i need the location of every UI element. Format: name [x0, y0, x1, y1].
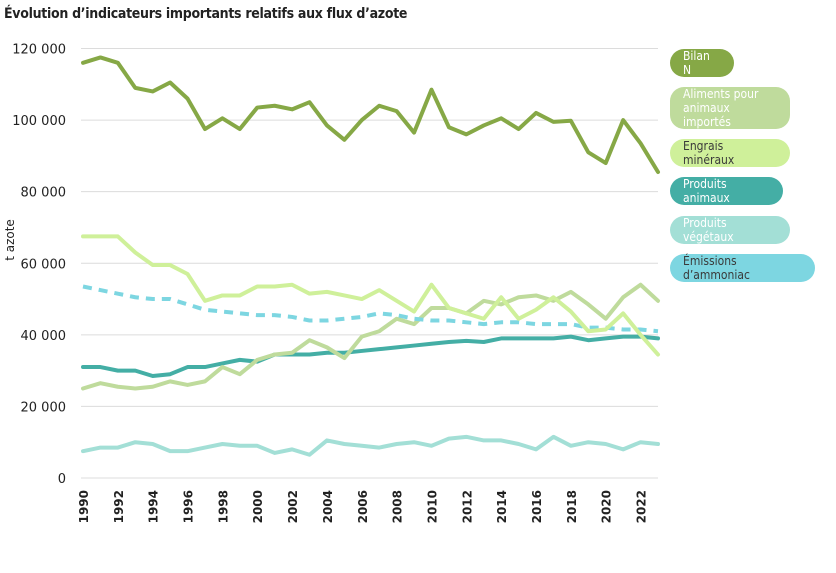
legend-item[interactable]: Produits animaux — [670, 177, 783, 205]
x-tick-label: 2016 — [530, 490, 544, 523]
series-line-4 — [81, 434, 660, 457]
x-tick-label: 1990 — [77, 490, 91, 523]
x-tick-label: 2000 — [251, 490, 265, 523]
x-tick-label: 1996 — [182, 490, 196, 523]
y-axis-label: t azote — [3, 219, 17, 261]
legend-item[interactable]: Aliments pour animaux importés — [670, 87, 790, 129]
y-tick-label: 60 000 — [21, 257, 67, 272]
x-tick-label: 2022 — [635, 490, 649, 523]
x-tick-label: 1998 — [216, 490, 230, 523]
x-tick-label: 1994 — [147, 490, 161, 523]
y-tick-label: 0 — [58, 472, 66, 487]
x-tick-label: 2002 — [286, 490, 300, 523]
x-tick-label: 1992 — [112, 490, 126, 523]
chart-title: Évolution d’indicateurs importants relat… — [4, 6, 408, 22]
y-tick-label: 100 000 — [12, 114, 66, 129]
x-tick-label: 2014 — [495, 490, 509, 523]
y-tick-label: 20 000 — [21, 400, 67, 415]
x-tick-label: 2008 — [391, 490, 405, 523]
series-line-2 — [81, 234, 660, 357]
series-line-3 — [81, 334, 660, 378]
legend-item[interactable]: Engrais minéraux — [670, 139, 790, 167]
legend-item[interactable]: Produits végétaux — [670, 216, 790, 244]
legend-item[interactable]: Bilan N — [670, 49, 734, 77]
x-tick-label: 2018 — [565, 490, 579, 523]
series-line-5 — [82, 284, 659, 334]
x-tick-label: 2004 — [321, 490, 335, 523]
x-tick-label: 2020 — [600, 490, 614, 523]
series-line-1 — [81, 282, 660, 391]
y-tick-label: 40 000 — [21, 329, 67, 344]
legend-item[interactable]: Émissions d’ammoniac — [670, 254, 815, 282]
x-tick-label: 2006 — [356, 490, 370, 523]
x-tick-label: 2012 — [460, 490, 474, 523]
y-tick-label: 80 000 — [21, 186, 67, 201]
y-tick-label: 120 000 — [12, 43, 66, 58]
series-line-0 — [81, 55, 660, 174]
x-tick-label: 2010 — [425, 490, 439, 523]
